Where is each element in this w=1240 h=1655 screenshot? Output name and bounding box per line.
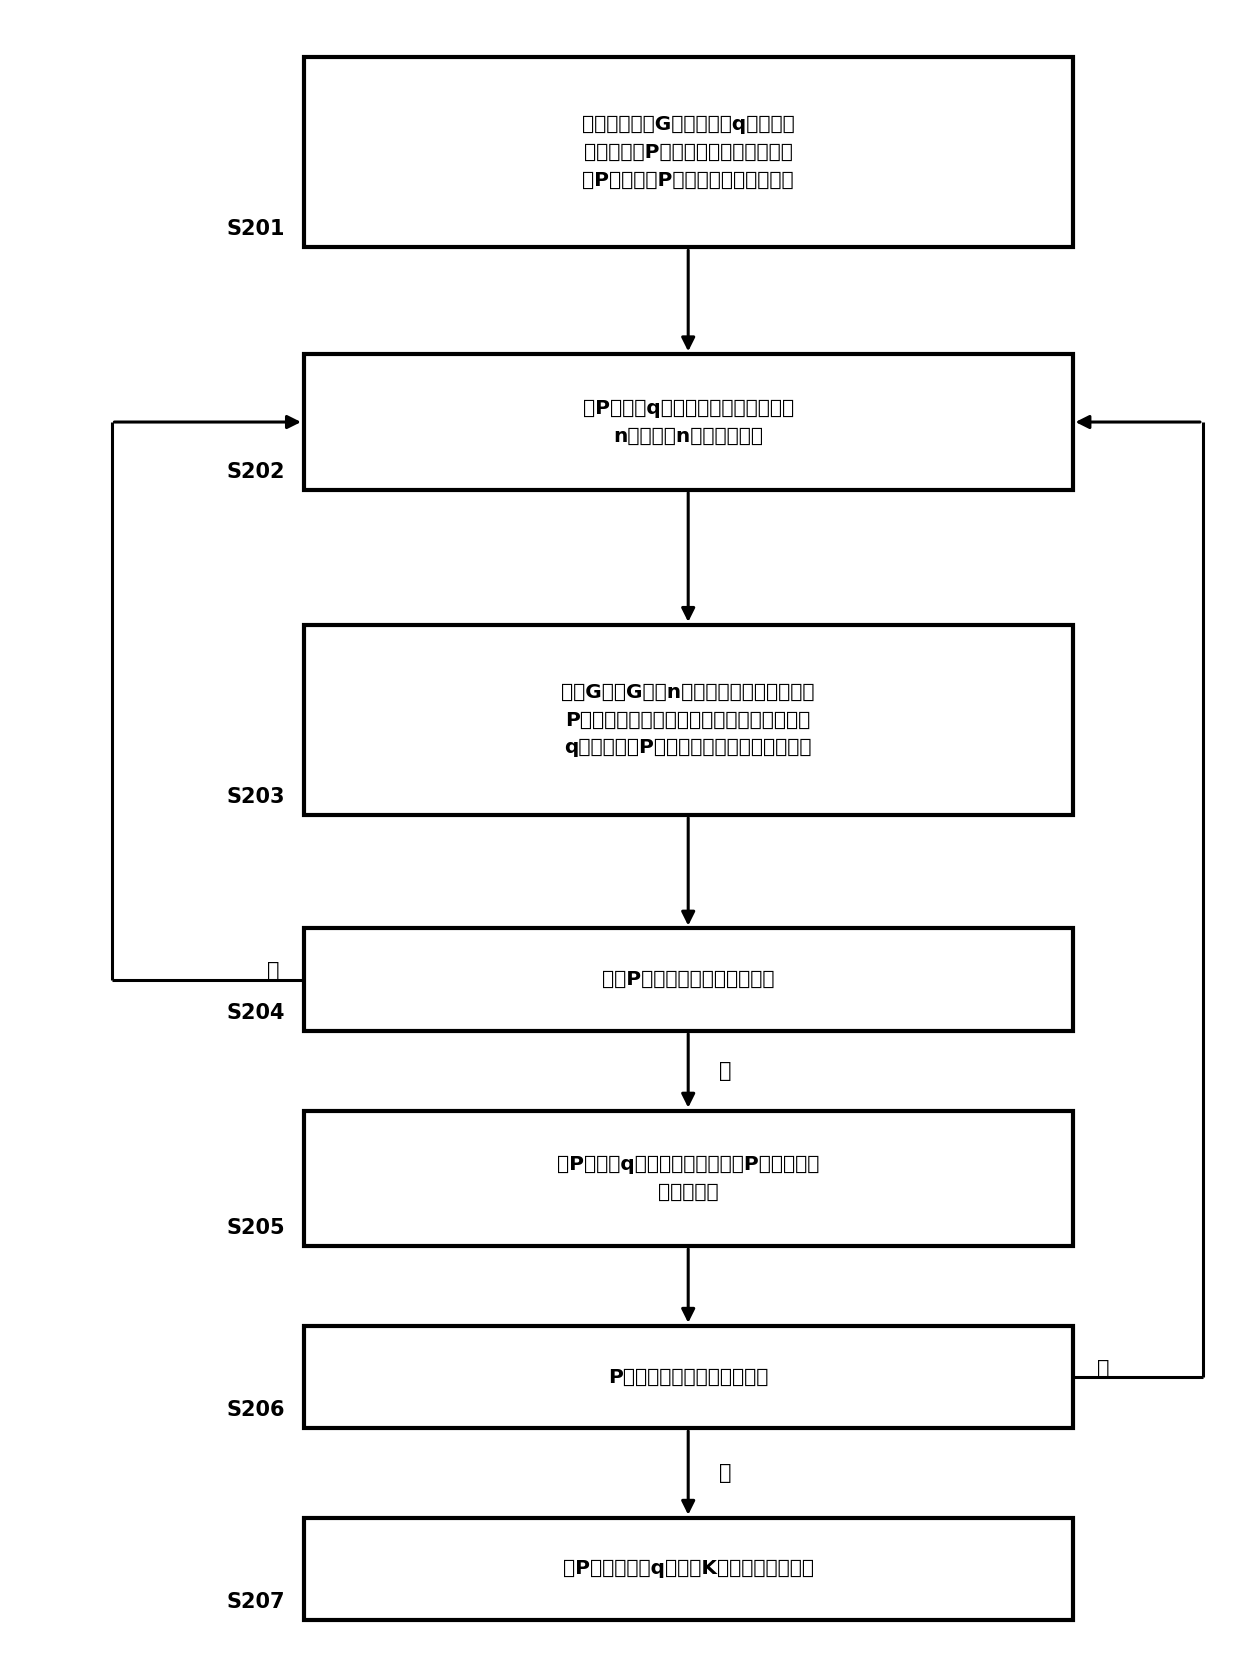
Text: S201: S201 [227, 218, 285, 240]
Text: 否: 否 [267, 962, 279, 981]
Text: 输入卫星系图G，待检索点q，建立空
的候选点集P，随机选择若干点加入点
集P中，标记P中所有点为未访问点。: 输入卫星系图G，待检索点q，建立空 的候选点集P，随机选择若干点加入点 集P中，… [582, 114, 795, 190]
Text: 是: 是 [719, 1463, 732, 1483]
Text: 将P中距离q较远的点删除，保证P的大小刚好
为预设值。: 将P中距离q较远的点删除，保证P的大小刚好 为预设值。 [557, 1155, 820, 1202]
Bar [304, 928, 1073, 1031]
Text: 点集P的大小是否大于指定值。: 点集P的大小是否大于指定值。 [601, 970, 775, 990]
Bar [304, 626, 1073, 816]
Text: S206: S206 [227, 1400, 285, 1420]
Text: 将P中的点距离q最近的K个作为结果返回。: 将P中的点距离q最近的K个作为结果返回。 [563, 1559, 813, 1579]
Text: 否: 否 [1097, 1359, 1110, 1379]
Bar [304, 1326, 1073, 1428]
Text: P中的点是否都为已访问点。: P中的点是否都为已访问点。 [608, 1367, 769, 1387]
Text: S204: S204 [227, 1003, 285, 1023]
Text: S207: S207 [227, 1592, 285, 1612]
Text: S205: S205 [227, 1218, 285, 1238]
Bar [304, 354, 1073, 490]
Bar [304, 1518, 1073, 1620]
Text: 取P中距离q最近的未访问点为考察点
n，并标记n为已访问点。: 取P中距离q最近的未访问点为考察点 n，并标记n为已访问点。 [583, 399, 794, 445]
Text: 查询G，将G中点n的未访问的邻居加入点集
P，并全部标记为未访问点。计算新插入点到
q的距离，将P中的点按距离从小到大排序。: 查询G，将G中点n的未访问的邻居加入点集 P，并全部标记为未访问点。计算新插入点… [562, 682, 815, 758]
Text: 是: 是 [719, 1061, 732, 1081]
Text: S202: S202 [227, 462, 285, 482]
Bar [304, 56, 1073, 247]
Bar [304, 1111, 1073, 1246]
Text: S203: S203 [227, 786, 285, 808]
